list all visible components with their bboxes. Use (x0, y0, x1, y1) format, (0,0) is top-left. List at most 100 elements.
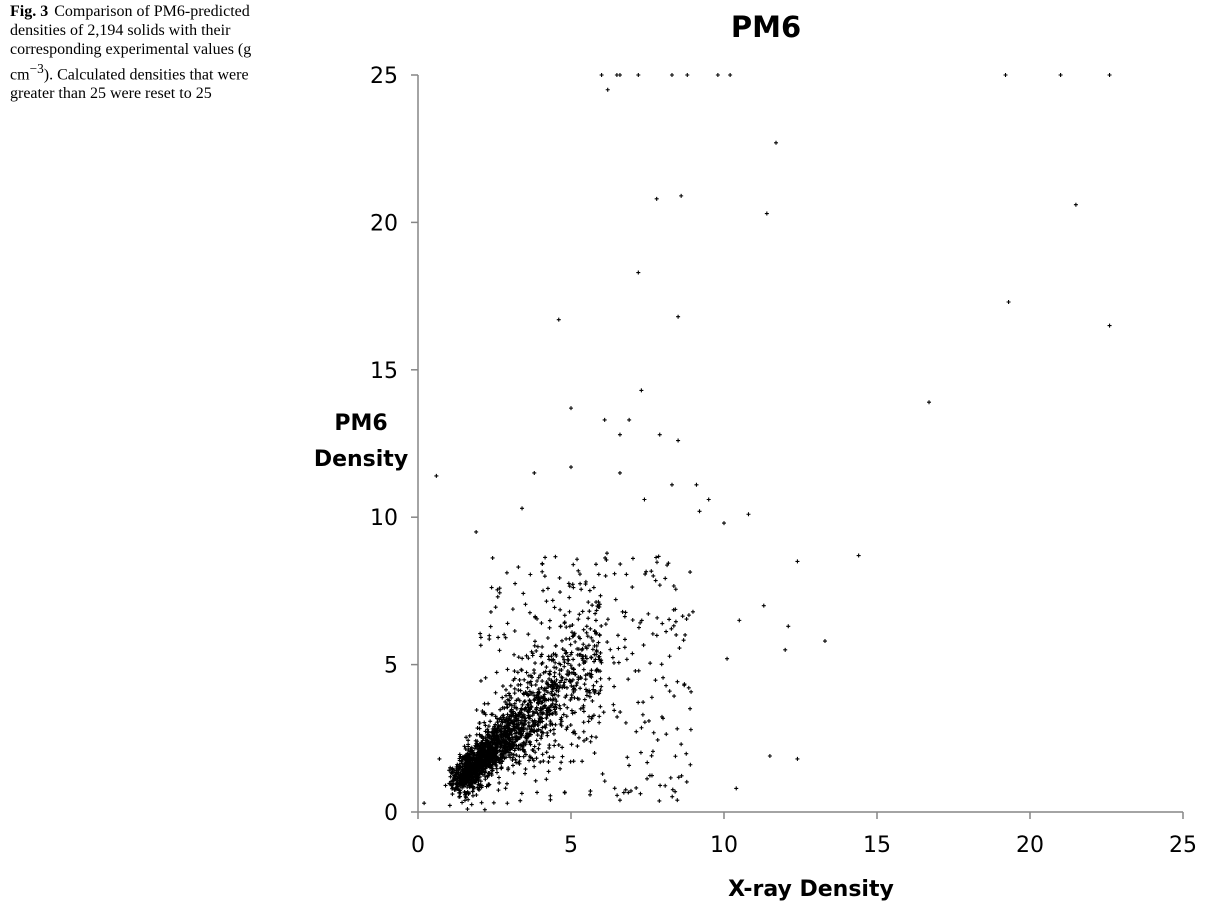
data-point (512, 669, 517, 674)
data-point (648, 661, 653, 666)
data-point (443, 783, 448, 788)
data-point (612, 786, 617, 791)
data-point (722, 521, 726, 526)
data-point (512, 628, 517, 633)
data-point (594, 735, 599, 740)
data-point (468, 760, 473, 765)
data-point (568, 697, 573, 702)
data-point (486, 772, 491, 777)
data-point (460, 759, 465, 764)
data-point (654, 560, 659, 565)
data-point (626, 677, 631, 682)
data-point (536, 675, 541, 680)
data-point (551, 755, 556, 760)
data-point (466, 748, 471, 753)
data-point (584, 630, 589, 635)
data-point (670, 794, 675, 799)
data-point (544, 681, 549, 686)
data-point (598, 669, 603, 674)
data-point (516, 683, 521, 688)
data-point (566, 581, 571, 586)
data-point (464, 781, 469, 786)
data-point (528, 742, 533, 747)
data-point (577, 612, 582, 617)
data-point (496, 758, 501, 763)
data-point (588, 789, 593, 794)
data-point (449, 779, 454, 784)
data-point (539, 621, 544, 626)
data-point (480, 734, 485, 739)
data-point (531, 729, 536, 734)
data-point (653, 678, 658, 683)
data-point (645, 776, 650, 781)
data-point (578, 706, 583, 711)
data-point (422, 801, 427, 806)
data-point (509, 751, 514, 756)
data-point (558, 590, 563, 595)
data-point (527, 754, 532, 759)
data-point (550, 598, 555, 603)
data-point (532, 764, 537, 769)
data-point (470, 754, 475, 759)
data-point (680, 614, 685, 619)
y-tick-label: 15 (370, 359, 398, 384)
data-point (694, 482, 699, 487)
data-point (597, 604, 602, 609)
data-point (529, 649, 534, 654)
data-point (539, 652, 544, 657)
data-point (561, 682, 566, 687)
data-point (636, 668, 641, 673)
data-point (540, 704, 545, 709)
data-point (527, 758, 532, 763)
data-point (611, 660, 616, 665)
data-point (795, 559, 800, 564)
data-point (535, 644, 540, 649)
data-point (500, 695, 505, 700)
data-point (679, 742, 684, 747)
data-point (491, 733, 496, 738)
data-point (512, 686, 517, 691)
data-point (496, 635, 501, 640)
data-point (492, 724, 497, 729)
data-point (584, 736, 589, 741)
data-point (556, 742, 561, 747)
data-point (628, 788, 633, 793)
data-point (564, 636, 569, 641)
data-point (636, 270, 641, 275)
data-point (550, 722, 555, 727)
data-point (649, 569, 654, 574)
data-point (474, 793, 479, 798)
data-point (448, 774, 453, 779)
data-point (500, 755, 505, 760)
data-point (623, 610, 628, 615)
data-point (478, 760, 483, 765)
data-point (640, 712, 645, 717)
data-point (651, 573, 656, 578)
data-point (497, 586, 502, 591)
data-point (450, 767, 455, 772)
data-point (453, 774, 458, 779)
data-point (521, 691, 526, 696)
data-point (499, 730, 504, 735)
data-point (625, 755, 630, 760)
data-point (540, 752, 545, 757)
data-point (530, 747, 535, 752)
data-point (569, 683, 574, 688)
data-point (551, 657, 556, 662)
data-point (480, 741, 485, 746)
data-point (514, 706, 519, 711)
data-point (488, 624, 493, 629)
data-point (548, 719, 553, 724)
data-point (655, 615, 660, 620)
data-point (593, 611, 598, 616)
data-point (564, 727, 569, 732)
data-point (466, 738, 471, 743)
data-point (558, 766, 563, 771)
data-point (599, 660, 604, 665)
data-point (665, 563, 670, 568)
data-point (573, 672, 578, 677)
caption-text: Comparison of PM6-predicted densities of… (10, 3, 252, 84)
data-point (527, 689, 532, 694)
data-point (465, 758, 470, 763)
data-point (532, 671, 537, 676)
